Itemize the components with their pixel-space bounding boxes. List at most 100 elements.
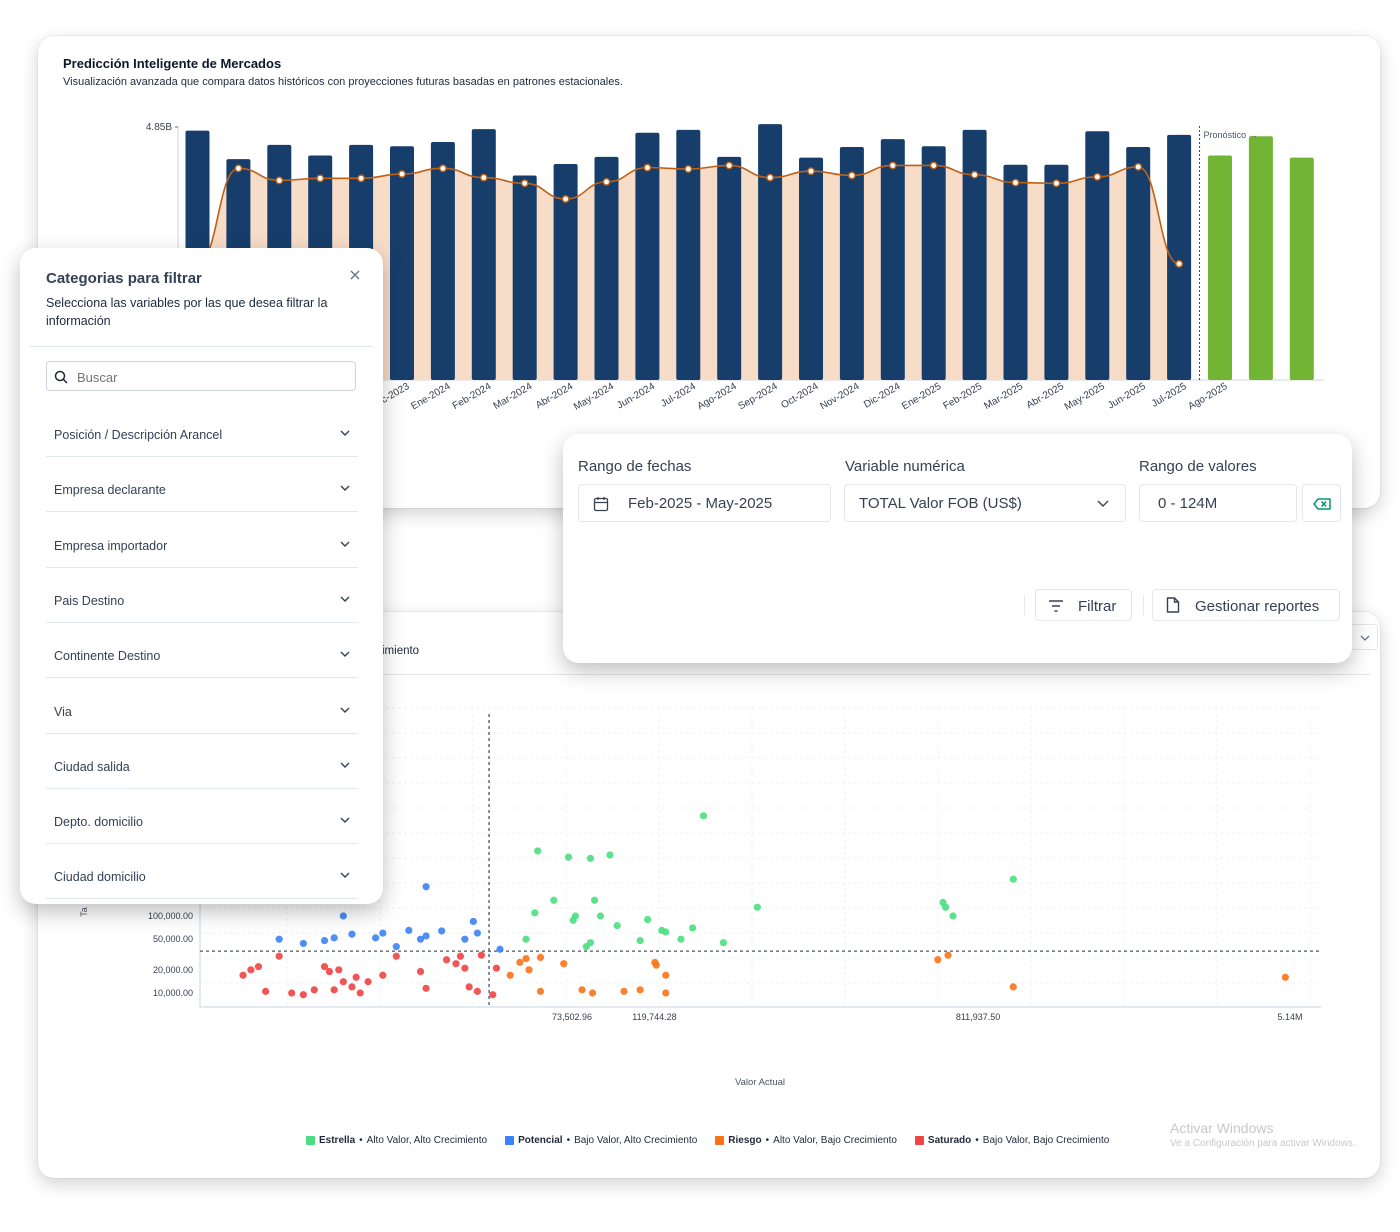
scatter-point-potencial[interactable] [392,943,400,951]
scatter-point-potencial[interactable] [372,934,380,942]
trend-point[interactable] [766,173,774,182]
legend-item-estrella[interactable]: Estrella • Alto Valor, Alto Crecimiento [306,1132,487,1148]
legend-item-riesgo[interactable]: Riesgo • Alto Valor, Bajo Crecimiento [715,1132,897,1148]
scatter-point-potencial[interactable] [348,930,356,938]
scatter-point-saturado[interactable] [422,984,430,992]
historical-bar[interactable] [553,164,578,380]
scatter-point-estrella[interactable] [688,924,697,932]
scatter-point-estrella[interactable] [564,853,573,861]
trend-point[interactable] [1093,172,1102,181]
scatter-point-saturado[interactable] [452,960,460,968]
close-icon[interactable] [346,266,364,284]
scatter-point-estrella[interactable] [719,939,727,947]
scatter-point-estrella[interactable] [613,922,621,930]
scatter-point-estrella[interactable] [550,896,558,904]
manage-reports-button[interactable]: Gestionar reportes [1152,589,1340,621]
scatter-point-riesgo[interactable] [560,960,568,968]
scatter-point-saturado[interactable] [356,989,364,997]
trend-point[interactable] [1175,259,1184,268]
scatter-point-riesgo[interactable] [1281,973,1289,981]
scatter-point-saturado[interactable] [348,983,356,991]
scatter-point-saturado[interactable] [379,971,387,979]
scatter-dropdown-button[interactable] [1350,624,1378,650]
historical-bar[interactable] [880,139,905,380]
scatter-point-saturado[interactable] [310,986,318,994]
scatter-point-estrella[interactable] [586,854,595,862]
scatter-point-riesgo[interactable] [636,986,644,994]
trend-point[interactable] [602,177,611,186]
scatter-point-potencial[interactable] [379,929,387,937]
historical-bar[interactable] [1085,131,1110,380]
scatter-point-estrella[interactable] [644,915,652,924]
scatter-point-saturado[interactable] [335,966,343,974]
historical-bar[interactable] [512,175,537,380]
trend-point[interactable] [234,164,243,173]
scatter-point-riesgo[interactable] [525,966,533,974]
scatter-point-saturado[interactable] [299,991,307,999]
clear-range-button[interactable] [1302,484,1341,522]
trend-point[interactable] [357,174,365,183]
filter-category-item[interactable]: Continente Destino [46,623,358,679]
legend-item-saturado[interactable]: Saturado • Bajo Valor, Bajo Crecimiento [914,1132,1109,1148]
scatter-point-riesgo[interactable] [620,987,628,995]
historical-bar[interactable] [962,129,987,380]
scatter-point-riesgo[interactable] [522,954,530,963]
trend-point[interactable] [725,161,734,170]
historical-bar[interactable] [594,156,619,380]
scatter-point-potencial[interactable] [496,945,504,953]
scatter-point-estrella[interactable] [534,847,542,855]
scatter-point-estrella[interactable] [949,912,957,920]
historical-bar[interactable] [1044,164,1069,380]
scatter-point-riesgo[interactable] [662,971,670,979]
trend-point[interactable] [848,171,856,180]
historical-bar[interactable] [921,146,946,380]
trend-point[interactable] [398,170,406,178]
scatter-point-estrella[interactable] [606,851,614,859]
filter-category-item[interactable]: Ciudad domicilio [46,844,358,900]
forecast-bar[interactable] [1248,136,1273,380]
filter-search-box[interactable] [46,361,356,391]
scatter-point-saturado[interactable] [477,951,485,959]
scatter-point-saturado[interactable] [473,987,481,995]
historical-bar[interactable] [1167,134,1192,380]
legend-item-potencial[interactable]: Potencial • Bajo Valor, Alto Crecimiento [505,1132,697,1148]
scatter-point-riesgo[interactable] [944,951,952,959]
trend-point[interactable] [888,161,897,170]
date-range-input[interactable]: Feb-2025 - May-2025 [578,484,831,522]
scatter-point-saturado[interactable] [330,986,338,994]
scatter-point-potencial[interactable] [330,934,338,942]
scatter-point-riesgo[interactable] [536,987,545,995]
trend-point[interactable] [316,174,325,183]
historical-bar[interactable] [471,129,496,380]
scatter-point-potencial[interactable] [275,935,283,943]
scatter-point-saturado[interactable] [465,983,473,991]
scatter-point-riesgo[interactable] [516,958,524,966]
scatter-point-potencial[interactable] [438,927,446,935]
scatter-point-riesgo[interactable] [506,971,514,979]
scatter-point-potencial[interactable] [320,936,329,945]
scatter-point-riesgo[interactable] [1009,983,1017,991]
scatter-point-estrella[interactable] [941,903,950,911]
scatter-point-saturado[interactable] [364,978,372,986]
scatter-point-riesgo[interactable] [934,956,942,964]
trend-point[interactable] [1134,163,1143,171]
scatter-point-saturado[interactable] [239,971,247,979]
scatter-point-saturado[interactable] [247,966,255,974]
historical-bar[interactable] [676,129,701,380]
scatter-point-riesgo[interactable] [536,953,545,961]
scatter-point-saturado[interactable] [492,964,501,972]
trend-point[interactable] [807,167,815,176]
filter-category-item[interactable]: Posición / Descripción Arancel [46,402,358,457]
filter-category-item[interactable]: Via [46,679,358,734]
scatter-point-potencial[interactable] [473,929,481,937]
trend-point[interactable] [479,173,488,182]
filter-category-item[interactable]: Ciudad salida [46,734,358,789]
scatter-point-potencial[interactable] [416,935,425,943]
filter-button[interactable]: Filtrar [1035,589,1132,621]
scatter-point-potencial[interactable] [299,939,307,948]
scatter-point-saturado[interactable] [339,978,347,986]
scatter-point-estrella[interactable] [753,903,761,911]
scatter-point-estrella[interactable] [596,912,605,920]
scatter-point-estrella[interactable] [699,812,708,820]
trend-point[interactable] [1052,179,1061,188]
